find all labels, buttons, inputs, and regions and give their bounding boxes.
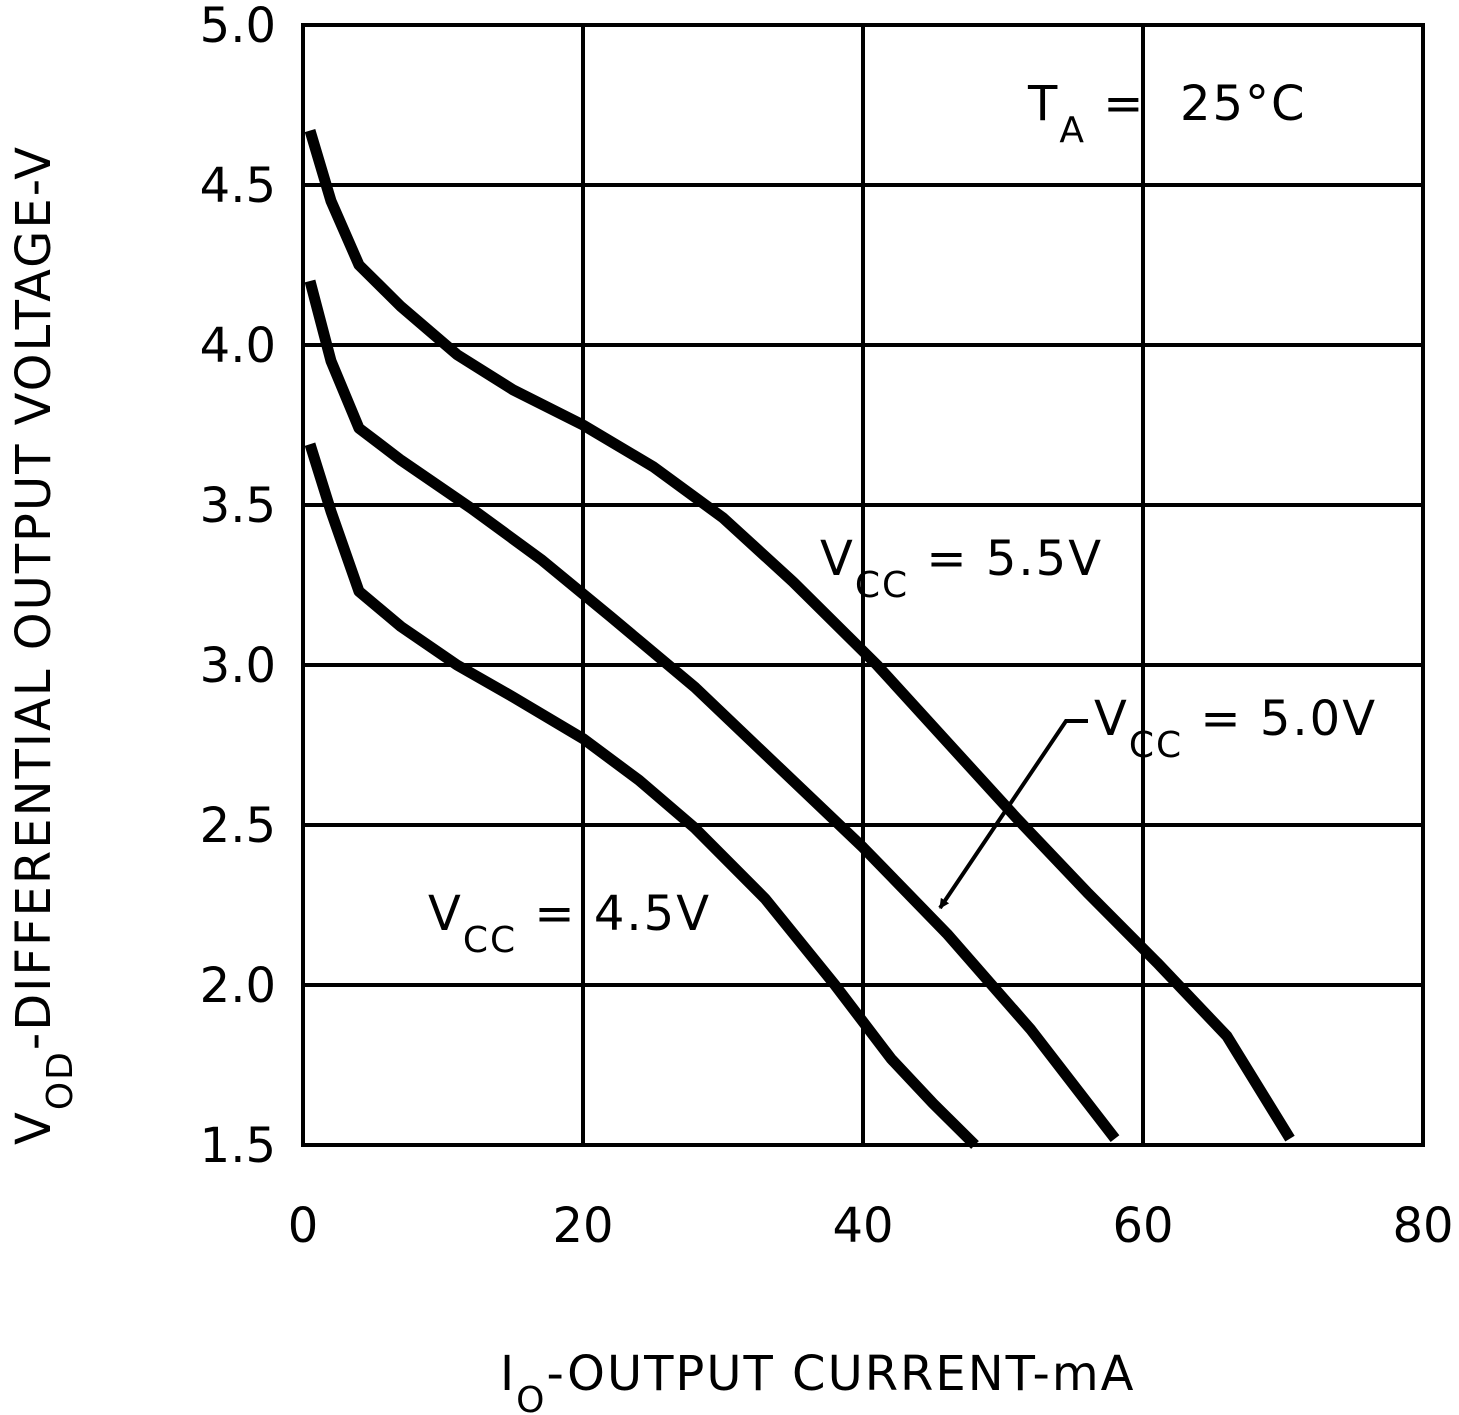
series-label-vcc-5-5v-sub: CC: [855, 565, 909, 606]
temperature-annotation: TA = 25°C: [1027, 76, 1307, 151]
series-label-vcc-4-5v-main: V: [428, 886, 463, 942]
series-label-vcc-5-5v: VCC = 5.5V: [820, 531, 1103, 606]
y-axis-title: VOD-DIFFERENTIAL OUTPUT VOLTAGE-V: [6, 145, 81, 1145]
temperature-annotation-sub: A: [1059, 110, 1086, 151]
series-label-vcc-5-0v-main: V: [1094, 691, 1129, 747]
series-label-vcc-5-0v-sub: CC: [1129, 725, 1183, 766]
x-tick-label: 0: [288, 1198, 319, 1254]
x-axis-title-main: I: [500, 1346, 516, 1402]
series-label-vcc-4-5v: VCC = 4.5V: [428, 886, 711, 961]
series-line-vcc-4-5v: [304, 442, 979, 1149]
temperature-annotation-rest: = 25°C: [1086, 76, 1307, 132]
y-tick-label: 1.5: [200, 1118, 276, 1174]
x-tick-label: 20: [552, 1198, 613, 1254]
x-tick-label: 40: [832, 1198, 893, 1254]
y-tick-label: 2.5: [200, 798, 276, 854]
series-label-vcc-5-0v-rest: = 5.0V: [1183, 691, 1377, 747]
series-lines: [304, 129, 1295, 1149]
series-label-vcc-4-5v-rest: = 4.5V: [517, 886, 711, 942]
x-tick-labels: 0 20 40 60 80: [288, 1198, 1454, 1254]
x-axis-title-rest: -OUTPUT CURRENT-mA: [547, 1346, 1136, 1402]
series-label-vcc-4-5v-sub: CC: [463, 920, 517, 961]
series-label-vcc-5-5v-main: V: [820, 531, 855, 587]
series-label-arrow: [938, 719, 1088, 910]
y-tick-labels: 1.5 2.0 2.5 3.0 3.5 4.0 4.5 5.0: [200, 0, 276, 1174]
x-tick-label: 60: [1112, 1198, 1173, 1254]
series-label-vcc-5-5v-rest: = 5.5V: [909, 531, 1103, 587]
y-axis-title-main: V: [6, 1110, 62, 1145]
y-axis-title-sub: OD: [40, 1050, 81, 1110]
x-tick-label: 80: [1392, 1198, 1453, 1254]
y-tick-label: 4.5: [200, 158, 276, 214]
y-axis-title-rest: -DIFFERENTIAL OUTPUT VOLTAGE-V: [6, 145, 62, 1050]
series-line-vcc-5-0v: [304, 279, 1120, 1142]
series-line-vcc-5-5v: [304, 129, 1295, 1142]
y-tick-label: 5.0: [200, 0, 276, 54]
x-axis-title-sub: O: [516, 1380, 546, 1415]
y-tick-label: 2.0: [200, 958, 276, 1014]
y-tick-label: 3.0: [200, 638, 276, 694]
y-tick-label: 4.0: [200, 318, 276, 374]
series-label-vcc-5-0v: VCC = 5.0V: [1094, 691, 1377, 766]
temperature-annotation-main: T: [1027, 76, 1059, 132]
x-axis-title: IO-OUTPUT CURRENT-mA: [500, 1346, 1135, 1415]
plot-frame: [301, 23, 1425, 1147]
y-tick-label: 3.5: [200, 478, 276, 534]
